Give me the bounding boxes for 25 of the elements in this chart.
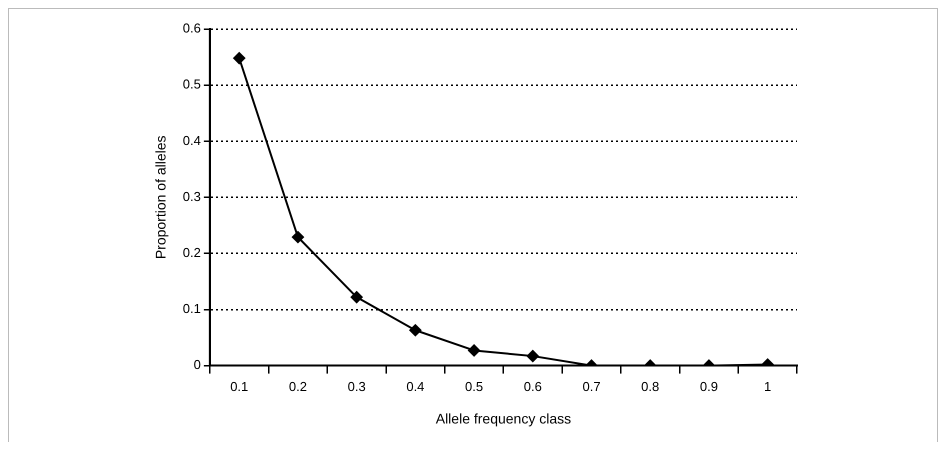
point xyxy=(292,231,304,244)
point xyxy=(468,344,480,356)
x-tick-label: 0.8 xyxy=(641,378,660,394)
x-tick-label: 0.7 xyxy=(582,378,601,394)
y-tick-label: 0 xyxy=(194,357,201,372)
point xyxy=(350,291,363,304)
point xyxy=(233,52,246,64)
y-tick-label: 0.4 xyxy=(182,132,201,148)
y-tick-label: 0.2 xyxy=(182,244,201,260)
point xyxy=(526,350,539,362)
point xyxy=(409,324,422,336)
y-axis-title: Proportion of alleles xyxy=(152,135,168,260)
x-tick-label: 0.3 xyxy=(348,378,366,394)
x-tick-label: 0.2 xyxy=(288,378,307,394)
x-tick-label: 0.6 xyxy=(524,378,542,394)
x-tick-label: 0.4 xyxy=(406,378,424,394)
y-tick-label: 0.6 xyxy=(182,20,201,36)
x-axis-title: Allele frequency class xyxy=(436,410,572,426)
x-tick-label: 0.1 xyxy=(230,378,248,394)
y-tick-label: 0.1 xyxy=(182,301,201,316)
x-tick-label: 0.9 xyxy=(700,378,718,394)
y-tick-label: 0.3 xyxy=(182,188,201,204)
x-tick-label: 1 xyxy=(764,378,772,394)
x-tick-label: 0.5 xyxy=(465,378,484,394)
y-tick-label: 0.5 xyxy=(182,76,201,92)
